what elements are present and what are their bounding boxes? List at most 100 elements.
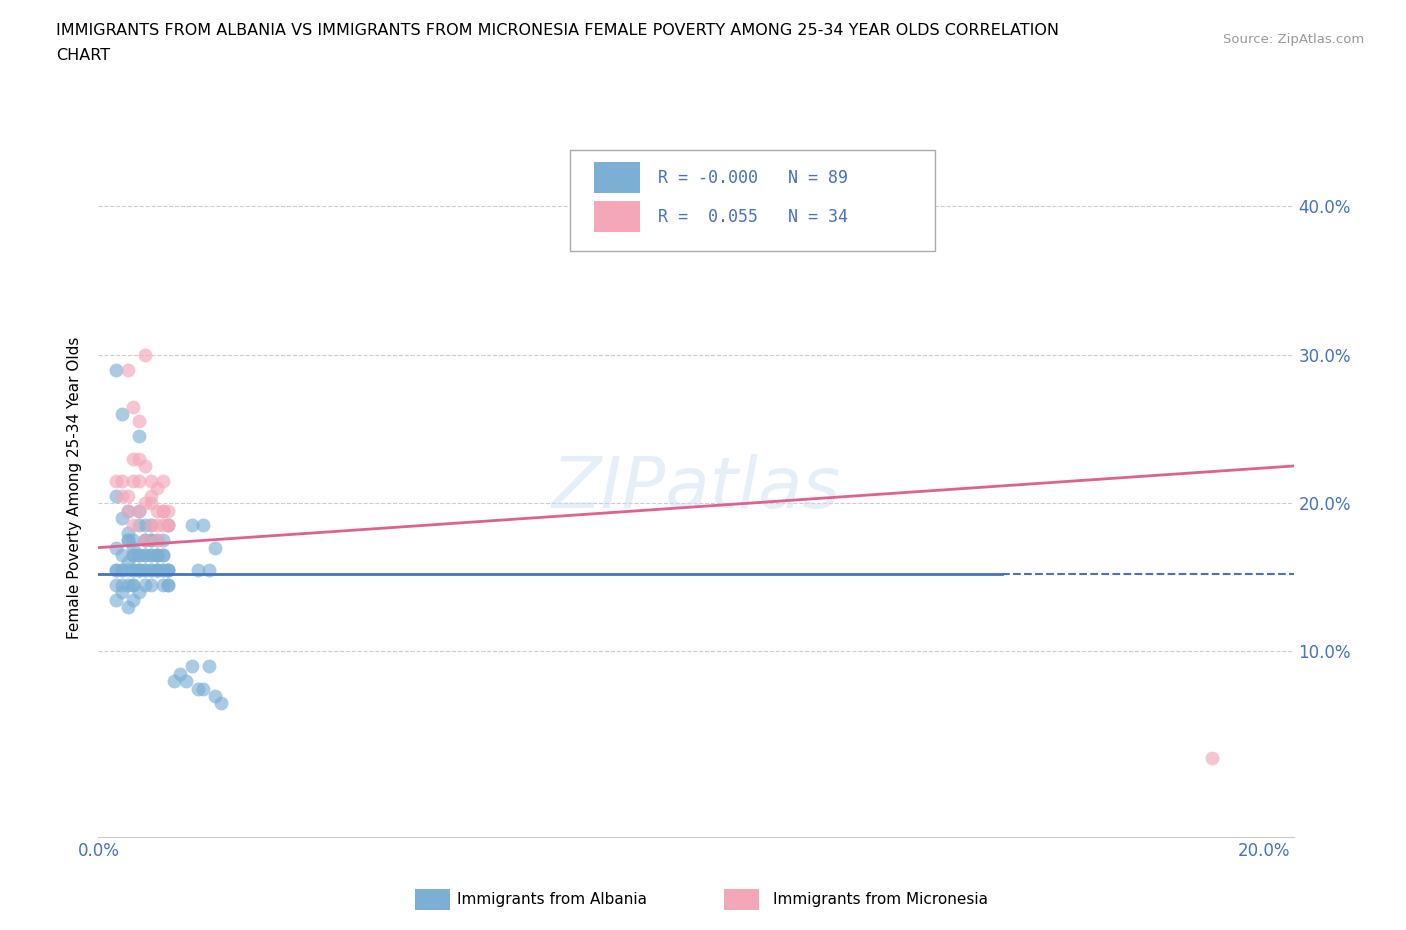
Bar bbox=[595, 162, 640, 193]
Point bbox=[139, 473, 162, 488]
Point bbox=[111, 473, 134, 488]
Point bbox=[157, 503, 180, 518]
Point bbox=[117, 525, 139, 540]
Point bbox=[104, 578, 127, 592]
Point bbox=[117, 503, 139, 518]
Point bbox=[122, 548, 145, 563]
Point bbox=[145, 533, 167, 548]
Text: R = -0.000   N = 89: R = -0.000 N = 89 bbox=[658, 168, 848, 187]
Point bbox=[169, 666, 191, 681]
Point bbox=[139, 563, 162, 578]
Point bbox=[111, 585, 134, 600]
Point bbox=[152, 563, 174, 578]
Text: ZIPatlas: ZIPatlas bbox=[551, 454, 841, 523]
Point bbox=[104, 488, 127, 503]
Y-axis label: Female Poverty Among 25-34 Year Olds: Female Poverty Among 25-34 Year Olds bbox=[67, 337, 83, 640]
Point bbox=[139, 496, 162, 511]
Point bbox=[122, 592, 145, 607]
Point bbox=[117, 563, 139, 578]
Point bbox=[145, 503, 167, 518]
Point bbox=[157, 563, 180, 578]
Point bbox=[198, 658, 221, 673]
Point bbox=[117, 362, 139, 377]
Point bbox=[145, 481, 167, 496]
Point bbox=[139, 518, 162, 533]
Point bbox=[122, 563, 145, 578]
Point bbox=[128, 414, 150, 429]
Point bbox=[122, 548, 145, 563]
Point bbox=[157, 518, 180, 533]
Point bbox=[122, 473, 145, 488]
Point bbox=[111, 488, 134, 503]
Point bbox=[122, 540, 145, 555]
Point bbox=[139, 548, 162, 563]
Point bbox=[152, 473, 174, 488]
Point bbox=[163, 673, 186, 688]
Point bbox=[128, 548, 150, 563]
Text: CHART: CHART bbox=[56, 48, 110, 63]
Point bbox=[157, 578, 180, 592]
Point bbox=[117, 533, 139, 548]
Point bbox=[128, 503, 150, 518]
Point bbox=[152, 533, 174, 548]
Point bbox=[128, 585, 150, 600]
Point bbox=[180, 658, 202, 673]
Point bbox=[209, 696, 232, 711]
Point bbox=[117, 600, 139, 615]
FancyBboxPatch shape bbox=[571, 150, 935, 251]
Point bbox=[145, 563, 167, 578]
Point bbox=[152, 578, 174, 592]
Point bbox=[139, 518, 162, 533]
Point bbox=[128, 548, 150, 563]
Point bbox=[134, 347, 156, 362]
Point bbox=[139, 563, 162, 578]
Text: IMMIGRANTS FROM ALBANIA VS IMMIGRANTS FROM MICRONESIA FEMALE POVERTY AMONG 25-34: IMMIGRANTS FROM ALBANIA VS IMMIGRANTS FR… bbox=[56, 23, 1059, 38]
Point bbox=[139, 533, 162, 548]
Point bbox=[104, 592, 127, 607]
Point bbox=[128, 563, 150, 578]
Point bbox=[117, 578, 139, 592]
Point bbox=[145, 548, 167, 563]
Point bbox=[145, 533, 167, 548]
Point bbox=[157, 578, 180, 592]
Text: Source: ZipAtlas.com: Source: ZipAtlas.com bbox=[1223, 33, 1364, 46]
Point bbox=[186, 563, 208, 578]
Point bbox=[152, 503, 174, 518]
Point bbox=[1201, 751, 1223, 765]
Point bbox=[134, 533, 156, 548]
Point bbox=[145, 548, 167, 563]
Point bbox=[139, 578, 162, 592]
Point bbox=[193, 518, 215, 533]
Point bbox=[186, 681, 208, 696]
Point bbox=[134, 563, 156, 578]
Point bbox=[122, 399, 145, 414]
Point bbox=[145, 518, 167, 533]
Bar bbox=[595, 201, 640, 232]
Point bbox=[122, 518, 145, 533]
Point bbox=[198, 563, 221, 578]
Point bbox=[145, 548, 167, 563]
Point bbox=[128, 503, 150, 518]
Text: R =  0.055   N = 34: R = 0.055 N = 34 bbox=[658, 207, 848, 226]
Point bbox=[134, 548, 156, 563]
Point bbox=[128, 563, 150, 578]
Point bbox=[152, 548, 174, 563]
Point bbox=[134, 548, 156, 563]
Point bbox=[128, 563, 150, 578]
Point bbox=[152, 563, 174, 578]
Point bbox=[104, 540, 127, 555]
Point bbox=[139, 548, 162, 563]
Point bbox=[128, 518, 150, 533]
Point bbox=[180, 518, 202, 533]
Text: Immigrants from Micronesia: Immigrants from Micronesia bbox=[773, 892, 988, 907]
Point bbox=[152, 548, 174, 563]
Point bbox=[122, 578, 145, 592]
Point bbox=[128, 451, 150, 466]
Point bbox=[128, 429, 150, 444]
Point bbox=[204, 540, 226, 555]
Point bbox=[152, 518, 174, 533]
Point bbox=[122, 451, 145, 466]
Point bbox=[122, 563, 145, 578]
Point bbox=[134, 458, 156, 473]
Point bbox=[134, 496, 156, 511]
